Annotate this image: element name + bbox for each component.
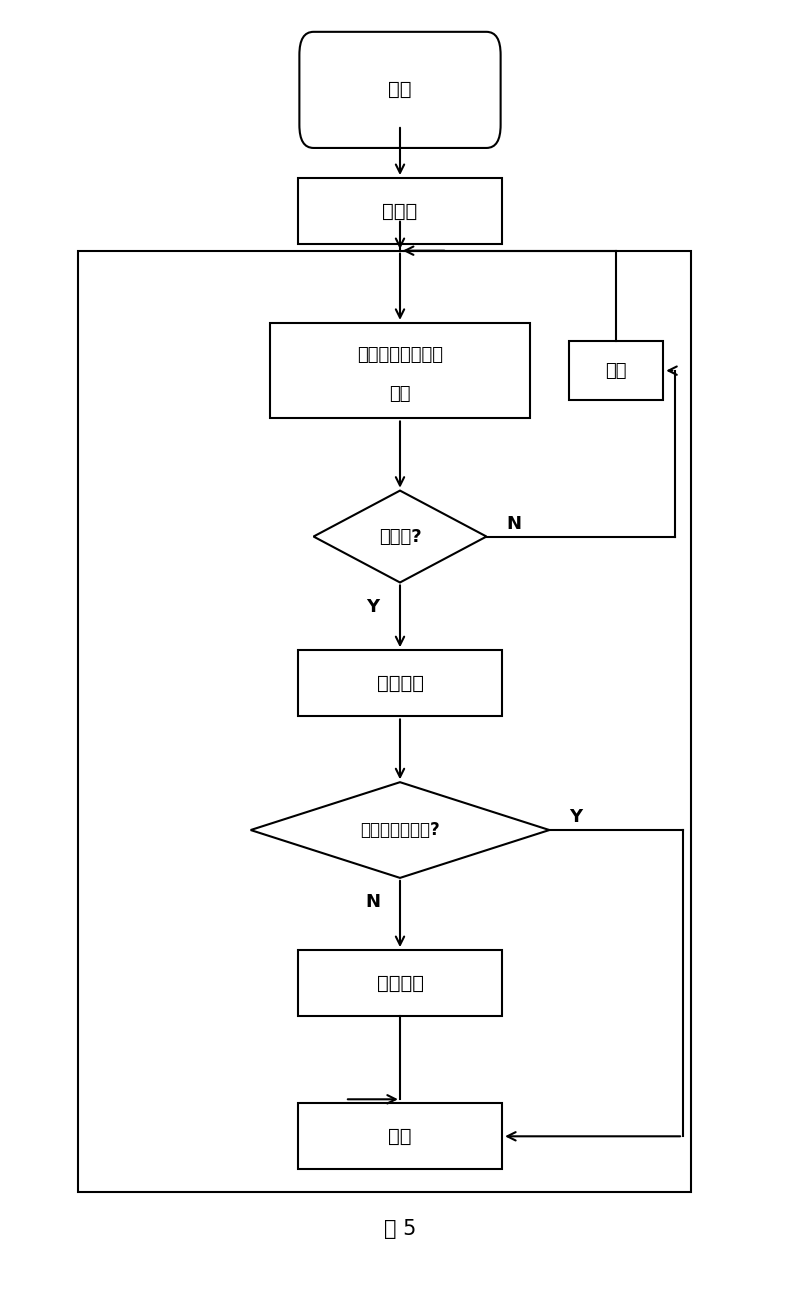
Bar — [569, 342, 663, 400]
FancyBboxPatch shape — [299, 32, 501, 148]
Text: 焊接程序: 焊接程序 — [377, 974, 423, 993]
Text: 图 5: 图 5 — [384, 1219, 416, 1240]
Text: Y: Y — [366, 597, 379, 615]
Text: 参数预置、显示和: 参数预置、显示和 — [357, 346, 443, 364]
Bar — [298, 1103, 502, 1170]
Text: Y: Y — [569, 809, 582, 827]
Text: 计算: 计算 — [390, 384, 410, 402]
Bar — [298, 178, 502, 244]
Text: N: N — [365, 893, 380, 911]
Bar — [298, 650, 502, 716]
Bar — [298, 949, 502, 1017]
Text: 开始: 开始 — [388, 80, 412, 99]
Text: N: N — [506, 515, 521, 533]
Polygon shape — [314, 490, 486, 583]
Text: 焊接吗?: 焊接吗? — [378, 528, 422, 546]
Bar — [78, 250, 691, 1192]
Polygon shape — [250, 782, 550, 878]
Text: 延时: 延时 — [606, 361, 627, 379]
Text: 初始化: 初始化 — [382, 201, 418, 221]
Text: 返回: 返回 — [388, 1126, 412, 1146]
Text: 引弧程序: 引弧程序 — [377, 673, 423, 693]
Text: 有停焊接指令吗?: 有停焊接指令吗? — [360, 820, 440, 839]
Bar — [270, 322, 530, 418]
